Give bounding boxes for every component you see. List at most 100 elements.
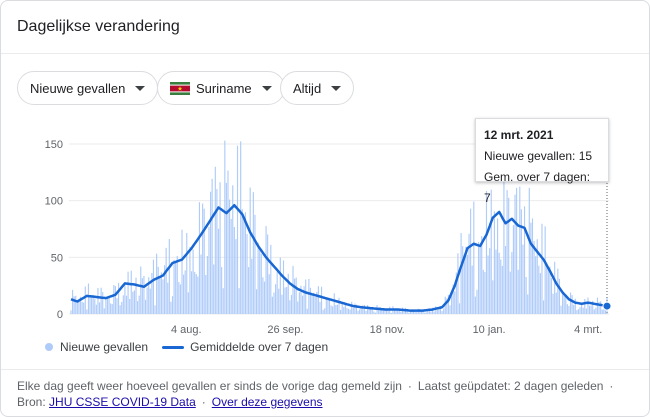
y-tick-label: 150 xyxy=(45,139,63,151)
bar xyxy=(501,265,503,314)
time-range-dropdown[interactable]: Altijd xyxy=(280,71,355,105)
bar xyxy=(590,305,592,314)
chart-footer: Elke dag geeft weer hoeveel gevallen er … xyxy=(17,378,637,410)
bar xyxy=(579,307,581,314)
bar xyxy=(168,239,170,314)
bar xyxy=(598,301,600,314)
bar xyxy=(544,226,546,314)
bar xyxy=(347,308,350,314)
bar xyxy=(593,309,595,314)
tooltip-average: Gem. over 7 dagen: 7 xyxy=(484,170,591,205)
bar xyxy=(298,292,300,314)
bar xyxy=(152,259,155,314)
bar xyxy=(357,310,359,314)
x-tick-label: 26 sep. xyxy=(267,324,303,336)
bar xyxy=(167,282,169,314)
bar xyxy=(151,272,153,314)
bar xyxy=(327,298,329,314)
bar xyxy=(317,286,319,314)
bar xyxy=(111,304,113,314)
bar xyxy=(584,298,586,314)
bar xyxy=(371,306,373,314)
bar xyxy=(565,296,567,314)
bar xyxy=(585,308,587,314)
cases-chart[interactable]: 0 50 100 150 4 aug. 26 sep. 18 nov. 10 jan. 4 mr… xyxy=(1,116,650,336)
bar xyxy=(133,290,136,314)
bar xyxy=(592,300,594,314)
chart-tooltip: 12 mrt. 2021 Nieuwe gevallen: 15 Gem. ov… xyxy=(475,118,609,205)
bar xyxy=(536,239,538,314)
tooltip-cases: Nieuwe gevallen: 15 xyxy=(484,149,593,163)
bar xyxy=(563,294,565,314)
title-divider xyxy=(1,53,649,54)
bar xyxy=(270,244,272,314)
bar xyxy=(351,301,353,314)
chart-legend: Nieuwe gevallen Gemiddelde over 7 dagen xyxy=(45,340,328,354)
tooltip-date: 12 mrt. 2021 xyxy=(484,128,554,142)
bar xyxy=(124,284,126,314)
bar xyxy=(224,140,226,314)
bar xyxy=(325,297,327,314)
country-dropdown[interactable]: Suriname xyxy=(157,71,285,105)
bar xyxy=(416,312,418,314)
bar xyxy=(500,259,502,314)
bar xyxy=(170,301,172,314)
bar xyxy=(243,217,245,314)
bar xyxy=(531,218,534,314)
bar xyxy=(581,304,583,314)
bar xyxy=(476,289,478,314)
bar xyxy=(332,306,334,314)
bar xyxy=(305,279,307,314)
bar xyxy=(194,271,196,314)
bar xyxy=(549,266,551,314)
bar xyxy=(116,298,118,314)
bar xyxy=(303,286,305,314)
bar xyxy=(530,222,532,314)
bar xyxy=(75,295,77,314)
bar xyxy=(541,223,543,314)
bar xyxy=(341,302,343,314)
bar xyxy=(455,272,457,314)
bar xyxy=(195,274,197,314)
bar xyxy=(560,305,562,314)
x-tick-label: 4 mrt. xyxy=(574,324,602,336)
bar xyxy=(295,277,297,314)
bar xyxy=(249,187,251,314)
about-data-link[interactable]: Over deze gegevens xyxy=(211,395,323,409)
bar xyxy=(344,304,346,314)
bar xyxy=(411,310,413,314)
bar xyxy=(487,255,489,314)
bar xyxy=(436,309,438,314)
bar xyxy=(278,288,280,314)
legend-bar-swatch xyxy=(45,343,53,351)
bar xyxy=(149,288,151,314)
bar xyxy=(433,311,435,314)
bar xyxy=(178,282,180,314)
bar xyxy=(490,189,492,314)
bar xyxy=(523,206,526,314)
bar xyxy=(424,312,426,314)
bar xyxy=(181,229,183,314)
bar xyxy=(110,303,112,314)
bar xyxy=(143,275,145,314)
legend-line-label: Gemiddelde over 7 dagen xyxy=(190,340,329,354)
bar xyxy=(118,282,120,314)
bar xyxy=(122,295,124,314)
bar xyxy=(346,308,348,314)
bar xyxy=(187,292,189,314)
average-line xyxy=(70,203,608,312)
bar xyxy=(213,264,215,314)
bar xyxy=(420,311,423,314)
bar xyxy=(271,296,273,314)
bar xyxy=(257,242,259,314)
bar xyxy=(81,301,83,314)
source-link[interactable]: JHU CSSE COVID-19 Data xyxy=(49,395,196,409)
bar xyxy=(477,242,480,314)
chevron-down-icon xyxy=(261,85,272,91)
bar xyxy=(446,298,448,314)
bar xyxy=(297,301,299,314)
metric-dropdown[interactable]: Nieuwe gevallen xyxy=(17,71,159,105)
bar xyxy=(322,309,324,314)
bar xyxy=(186,232,188,314)
bar xyxy=(360,307,362,314)
